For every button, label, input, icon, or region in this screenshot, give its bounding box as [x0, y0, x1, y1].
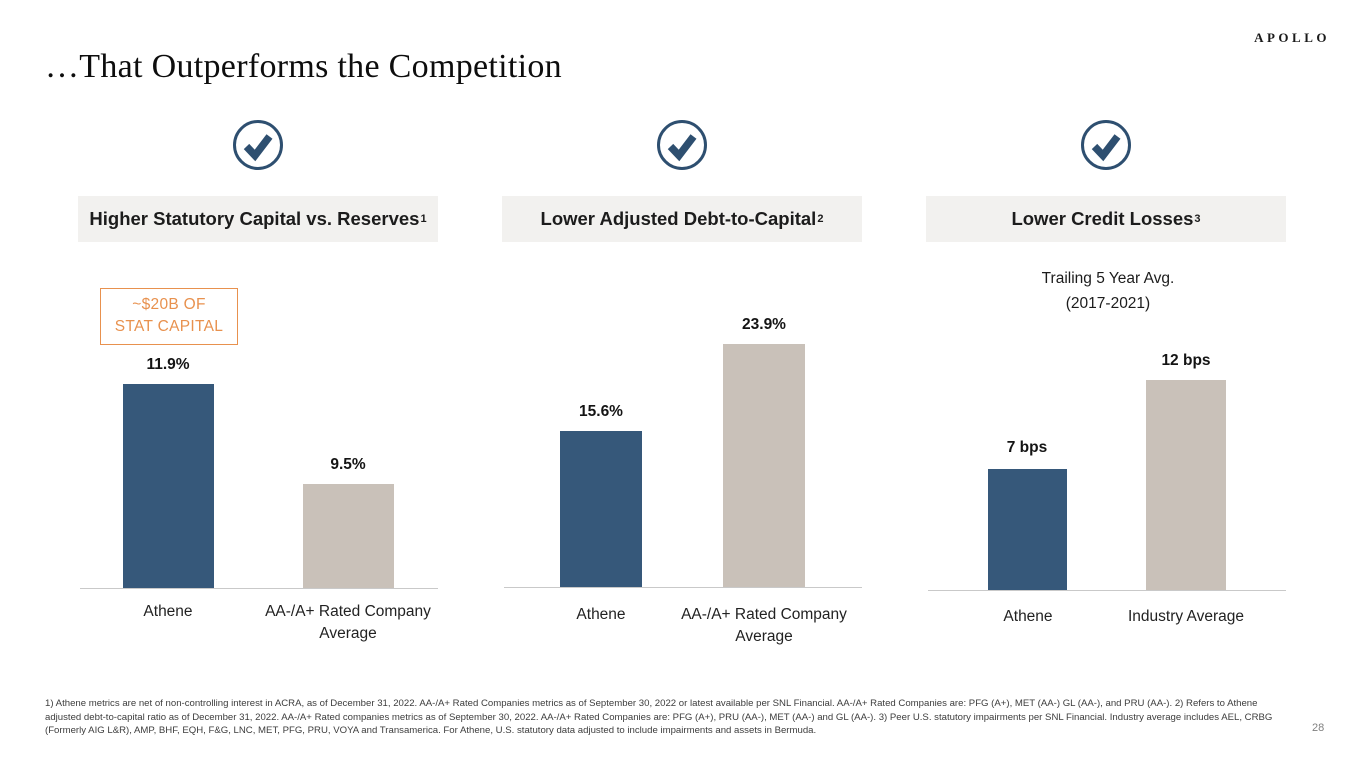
check-circle-icon [655, 118, 709, 172]
bar-value-label: 11.9% [146, 356, 190, 373]
check-circle-icon [231, 118, 285, 172]
bar-peer-debt-to-capital [723, 344, 805, 587]
section-header-debt-to-capital: Lower Adjusted Debt-to-Capital 2 [502, 196, 862, 242]
chart-axis-baseline [80, 588, 438, 589]
category-label: AA-/A+ Rated Company Average [265, 603, 431, 642]
callout-line-2: STAT CAPITAL [114, 318, 224, 336]
page-number: 28 [1312, 722, 1325, 734]
chart-subtitle-trailing-avg: Trailing 5 Year Avg. (2017-2021) [968, 266, 1248, 316]
bar-peer-statutory-capital [303, 484, 394, 588]
section-header-label: Higher Statutory Capital vs. Reserves [89, 208, 420, 229]
check-circle-icon [1079, 118, 1133, 172]
category-label: Athene [143, 603, 193, 620]
page-title: …That Outperforms the Competition [45, 48, 562, 85]
chart-subtitle-line-2: (2017-2021) [1065, 295, 1151, 312]
bar-value-label: 12 bps [1161, 352, 1211, 369]
section-header-label: Lower Adjusted Debt-to-Capital [540, 208, 817, 229]
bar-industry-credit-losses [1146, 380, 1226, 590]
bar-value-label: 7 bps [1006, 439, 1048, 456]
category-label: Athene [576, 606, 626, 623]
chart-subtitle-line-1: Trailing 5 Year Avg. [1041, 270, 1175, 287]
section-header-credit-losses: Lower Credit Losses 3 [926, 196, 1286, 242]
bar-athene-statutory-capital [123, 384, 214, 588]
category-label: Industry Average [1127, 608, 1245, 625]
category-label: AA-/A+ Rated Company Average [681, 606, 847, 645]
chart-axis-baseline [928, 590, 1286, 591]
bar-athene-debt-to-capital [560, 431, 642, 587]
bar-athene-credit-losses [988, 469, 1067, 590]
apollo-logo: APOLLO [1254, 30, 1330, 45]
bar-value-label: 15.6% [579, 403, 623, 420]
bar-value-label: 9.5% [330, 456, 366, 473]
stat-capital-callout: ~$20B OF STAT CAPITAL [100, 288, 238, 345]
section-header-statutory-capital: Higher Statutory Capital vs. Reserves 1 [78, 196, 438, 242]
callout-line-1: ~$20B OF [132, 296, 206, 313]
footnote-text: 1) Athene metrics are net of non-control… [45, 698, 1273, 736]
chart-axis-baseline [504, 587, 862, 588]
section-header-label: Lower Credit Losses [1011, 208, 1194, 229]
category-label: Athene [1003, 608, 1053, 625]
bar-value-label: 23.9% [742, 316, 786, 333]
